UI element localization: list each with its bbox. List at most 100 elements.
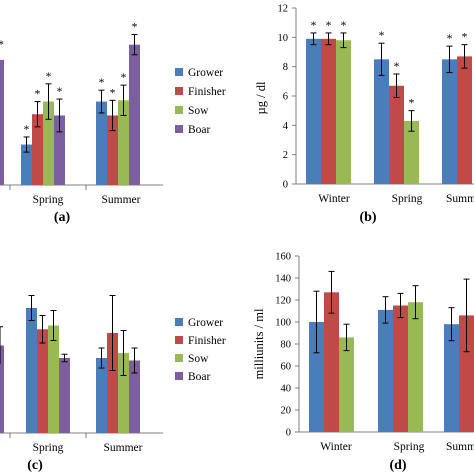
panel-c-legend: Grower Finisher Sow Boar	[175, 317, 226, 383]
legend-swatch-grower	[175, 68, 183, 76]
bar-sow	[118, 100, 129, 185]
ytick-label: 120	[275, 296, 291, 307]
significance-star: *	[0, 39, 4, 51]
ytick-label: 140	[275, 274, 291, 285]
bar-boar-partial	[0, 345, 4, 433]
legend-label-finisher: Finisher	[188, 86, 226, 98]
panel-d-xtick: Summ	[446, 441, 474, 453]
significance-star: *	[447, 33, 453, 45]
ytick-label: 0	[283, 180, 288, 191]
legend-label-boar: Boar	[188, 124, 211, 136]
ytick-label: 4	[283, 121, 289, 132]
bar-finisher	[107, 333, 118, 433]
panel-c-xtick: Spring	[33, 442, 64, 454]
significance-star: *	[110, 87, 116, 99]
bar-sow	[48, 325, 59, 433]
significance-star: *	[341, 20, 347, 32]
legend-swatch-boar	[175, 372, 183, 380]
bar-finisher	[389, 85, 404, 184]
bar-sow	[336, 40, 351, 185]
panel-c-xtick: Summer	[104, 442, 143, 454]
bar-boar	[129, 44, 140, 185]
panel-a-bars: * * * * * * * * *	[0, 22, 140, 186]
ytick-label: 12	[278, 4, 289, 15]
panel-b-bars: * * * * * * * *	[306, 20, 472, 185]
panel-d-yticks: 0 20 40 60 80 100 120 140 160	[275, 252, 299, 439]
bar-finisher	[393, 305, 408, 432]
bar-finisher	[37, 329, 48, 433]
panel-b: 0 2 4 6 8 10 12 * * * * * * * * µg / dl Winter Spring…	[254, 4, 474, 225]
significance-star: *	[99, 77, 105, 89]
bar-finisher	[32, 114, 43, 185]
panel-b-xtick: Spring	[392, 193, 423, 205]
legend-label-finisher: Finisher	[188, 335, 226, 347]
bar-boar	[59, 358, 70, 433]
significance-star: *	[132, 22, 138, 34]
bar-grower	[26, 308, 37, 433]
significance-star: *	[35, 89, 41, 101]
bar-grower	[306, 38, 321, 184]
ytick-label: 20	[281, 406, 292, 417]
legend-label-sow: Sow	[188, 353, 209, 365]
legend-swatch-sow	[175, 354, 183, 362]
panel-d-bars	[309, 270, 474, 432]
significance-star: *	[121, 72, 127, 84]
bar-grower	[96, 101, 107, 185]
legend-label-grower: Grower	[188, 67, 223, 79]
legend-label-sow: Sow	[188, 105, 209, 117]
ytick-label: 100	[275, 318, 291, 329]
ytick-label: 160	[275, 252, 291, 263]
bar-sow	[408, 302, 423, 432]
bar-sow	[404, 120, 419, 184]
bar-boar	[54, 115, 65, 185]
significance-star: *	[311, 20, 317, 32]
ytick-label: 8	[283, 62, 288, 73]
bar-finisher	[107, 115, 118, 185]
bar-sow	[118, 353, 129, 433]
bar-sow	[43, 101, 54, 185]
bar-boar	[129, 360, 140, 433]
panel-c: Spring Summer (c) Grower Finisher Sow Bo…	[0, 295, 226, 473]
panel-d-xtick: Spring	[394, 441, 425, 453]
panel-c-bars	[0, 295, 140, 433]
panel-d-xtick: Winter	[320, 441, 352, 453]
significance-star: *	[379, 30, 385, 42]
panel-b-yticks: 0 2 4 6 8 10 12	[278, 4, 296, 191]
panel-c-label: (c)	[27, 458, 43, 473]
panel-d-label: (d)	[389, 458, 406, 473]
panel-a-xtick: Spring	[33, 194, 64, 206]
significance-star: *	[394, 61, 400, 73]
significance-star: *	[462, 32, 468, 44]
significance-star: *	[409, 98, 415, 110]
bar-grower	[309, 322, 324, 432]
legend-swatch-finisher	[175, 336, 183, 344]
panel-a: * * * * * * * * * Spring Summer (a) Grower Finis…	[0, 22, 226, 225]
legend-label-grower: Grower	[188, 317, 223, 329]
panel-a-xtick: Summer	[102, 194, 141, 206]
legend-swatch-boar	[175, 125, 183, 133]
bar-finisher	[457, 56, 472, 184]
bar-grower	[442, 59, 457, 185]
significance-star: *	[46, 71, 52, 83]
bar-boar-partial	[0, 59, 4, 186]
legend-swatch-grower	[175, 318, 183, 326]
significance-star: *	[24, 124, 30, 136]
ytick-label: 40	[281, 384, 292, 395]
panel-d: 0 20 40 60 80 100 120 140 160 milliunits / ml Wi…	[252, 252, 474, 473]
panel-a-label: (a)	[54, 210, 71, 225]
bar-finisher	[321, 38, 336, 184]
ytick-label: 2	[283, 150, 288, 161]
panel-b-xtick: Winter	[318, 193, 350, 205]
legend-swatch-sow	[175, 106, 183, 114]
ytick-label: 6	[283, 92, 288, 103]
bar-grower	[378, 309, 393, 432]
panel-b-xtick: Summ	[446, 193, 474, 205]
bar-sow	[339, 337, 354, 432]
bar-grower	[96, 358, 107, 433]
panel-a-legend: Grower Finisher Sow Boar	[175, 67, 226, 136]
panel-b-ylabel: µg / dl	[254, 81, 268, 114]
bar-grower	[21, 144, 32, 185]
legend-label-boar: Boar	[188, 371, 211, 383]
legend-swatch-finisher	[175, 87, 183, 95]
